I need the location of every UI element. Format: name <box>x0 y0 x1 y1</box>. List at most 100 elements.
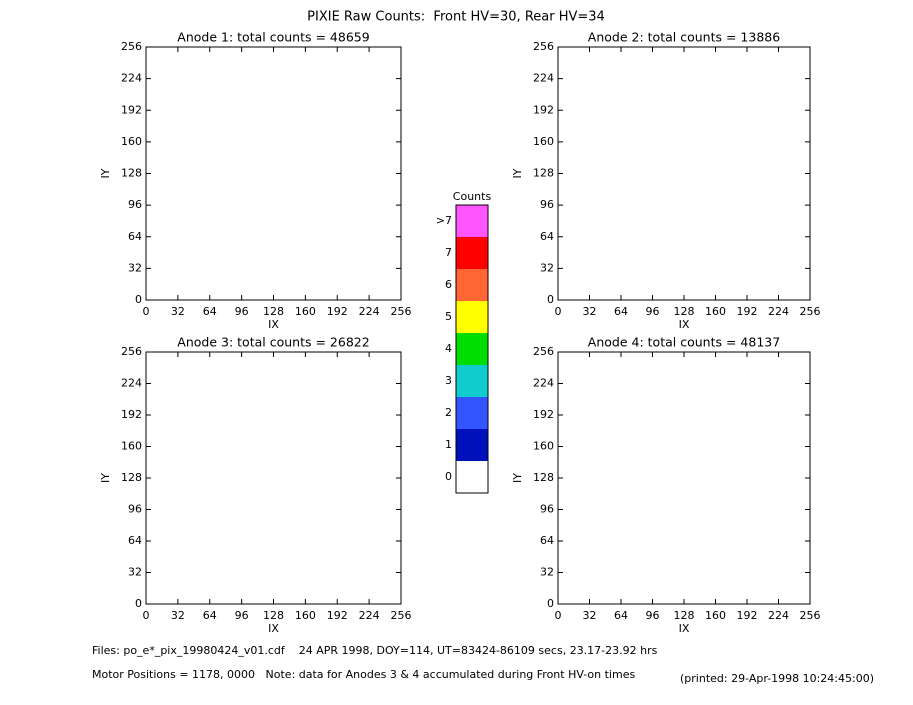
y-tick-label: 256 <box>121 345 142 358</box>
panel-title: Anode 1: total counts = 48659 <box>177 30 369 45</box>
x-tick-label: 160 <box>295 305 316 318</box>
y-tick-label: 0 <box>547 293 554 306</box>
x-tick-label: 256 <box>800 305 821 318</box>
y-tick-label: 32 <box>540 261 554 274</box>
plot-frame <box>557 351 811 605</box>
panel-title: Anode 2: total counts = 13886 <box>588 30 780 45</box>
colorbar-label: 7 <box>445 246 452 259</box>
y-tick-label: 256 <box>533 345 554 358</box>
y-tick-label: 96 <box>128 503 142 516</box>
x-tick-label: 0 <box>555 609 562 622</box>
y-tick-label: 0 <box>135 293 142 306</box>
y-axis-label: IY <box>511 473 524 483</box>
x-tick-label: 128 <box>674 305 695 318</box>
colorbar-label: >7 <box>436 214 452 227</box>
y-tick-label: 128 <box>533 471 554 484</box>
y-tick-label: 192 <box>121 103 142 116</box>
x-tick-label: 64 <box>203 305 217 318</box>
colorbar-label: 3 <box>445 374 452 387</box>
y-tick-label: 128 <box>121 167 142 180</box>
x-tick-label: 224 <box>359 609 380 622</box>
y-tick-label: 128 <box>533 167 554 180</box>
y-tick-label: 160 <box>533 135 554 148</box>
x-tick-label: 192 <box>737 305 758 318</box>
y-tick-label: 192 <box>121 408 142 421</box>
x-tick-label: 96 <box>235 305 249 318</box>
y-tick-label: 224 <box>121 72 142 85</box>
y-tick-label: 32 <box>128 261 142 274</box>
x-tick-label: 256 <box>391 305 412 318</box>
y-tick-label: 160 <box>121 440 142 453</box>
y-tick-label: 256 <box>533 40 554 53</box>
x-tick-label: 32 <box>171 305 185 318</box>
x-tick-label: 224 <box>359 305 380 318</box>
y-tick-label: 0 <box>547 597 554 610</box>
colorbar-swatch <box>456 237 488 269</box>
y-axis-label: IY <box>99 473 112 483</box>
y-tick-label: 32 <box>540 566 554 579</box>
colorbar-swatch <box>456 365 488 397</box>
y-tick-label: 64 <box>540 534 554 547</box>
plot-frame <box>145 351 402 605</box>
x-tick-label: 96 <box>235 609 249 622</box>
y-tick-label: 224 <box>121 377 142 390</box>
colorbar-frame <box>455 204 489 494</box>
y-tick-label: 96 <box>128 198 142 211</box>
plot-frame <box>557 46 811 301</box>
colorbar-swatch <box>456 397 488 429</box>
x-axis-label: IX <box>268 622 279 635</box>
footer-files: Files: po_e*_pix_19980424_v01.cdf 24 APR… <box>92 644 658 657</box>
x-axis-label: IX <box>679 622 690 635</box>
panel-title: Anode 3: total counts = 26822 <box>177 335 369 350</box>
x-tick-label: 0 <box>143 305 150 318</box>
x-tick-label: 160 <box>705 305 726 318</box>
colorbar-label: 4 <box>445 342 452 355</box>
x-tick-label: 32 <box>583 609 597 622</box>
x-tick-label: 64 <box>203 609 217 622</box>
x-tick-label: 192 <box>327 609 348 622</box>
y-tick-label: 192 <box>533 103 554 116</box>
x-axis-label: IX <box>268 318 279 331</box>
y-tick-label: 96 <box>540 198 554 211</box>
y-axis-label: IY <box>511 168 524 178</box>
x-tick-label: 96 <box>646 609 660 622</box>
colorbar-swatch <box>456 269 488 301</box>
x-tick-label: 224 <box>768 609 789 622</box>
x-tick-label: 128 <box>263 609 284 622</box>
footer-motor: Motor Positions = 1178, 0000 Note: data … <box>92 668 635 681</box>
colorbar-swatch <box>456 301 488 333</box>
x-tick-label: 224 <box>768 305 789 318</box>
x-tick-label: 192 <box>327 305 348 318</box>
x-tick-label: 0 <box>143 609 150 622</box>
x-tick-label: 128 <box>674 609 695 622</box>
y-tick-label: 0 <box>135 597 142 610</box>
x-tick-label: 32 <box>171 609 185 622</box>
x-tick-label: 160 <box>295 609 316 622</box>
colorbar-swatch <box>456 333 488 365</box>
y-tick-label: 96 <box>540 503 554 516</box>
y-tick-label: 256 <box>121 40 142 53</box>
colorbar-label: 1 <box>445 438 452 451</box>
x-tick-label: 128 <box>263 305 284 318</box>
plot-frame <box>145 46 402 301</box>
y-tick-label: 32 <box>128 566 142 579</box>
y-tick-label: 192 <box>533 408 554 421</box>
x-tick-label: 192 <box>737 609 758 622</box>
footer-printed: (printed: 29-Apr-1998 10:24:45:00) <box>680 672 874 685</box>
colorbar-label: 2 <box>445 406 452 419</box>
colorbar-label: 5 <box>445 310 452 323</box>
y-tick-label: 128 <box>121 471 142 484</box>
colorbar-swatch <box>456 429 488 461</box>
x-tick-label: 96 <box>646 305 660 318</box>
x-tick-label: 256 <box>800 609 821 622</box>
x-tick-label: 32 <box>583 305 597 318</box>
y-tick-label: 160 <box>533 440 554 453</box>
colorbar-swatch <box>456 461 488 493</box>
x-tick-label: 64 <box>614 305 628 318</box>
x-tick-label: 256 <box>391 609 412 622</box>
x-tick-label: 64 <box>614 609 628 622</box>
page-title: PIXIE Raw Counts: Front HV=30, Rear HV=3… <box>307 10 605 25</box>
x-tick-label: 0 <box>555 305 562 318</box>
y-tick-label: 64 <box>540 230 554 243</box>
